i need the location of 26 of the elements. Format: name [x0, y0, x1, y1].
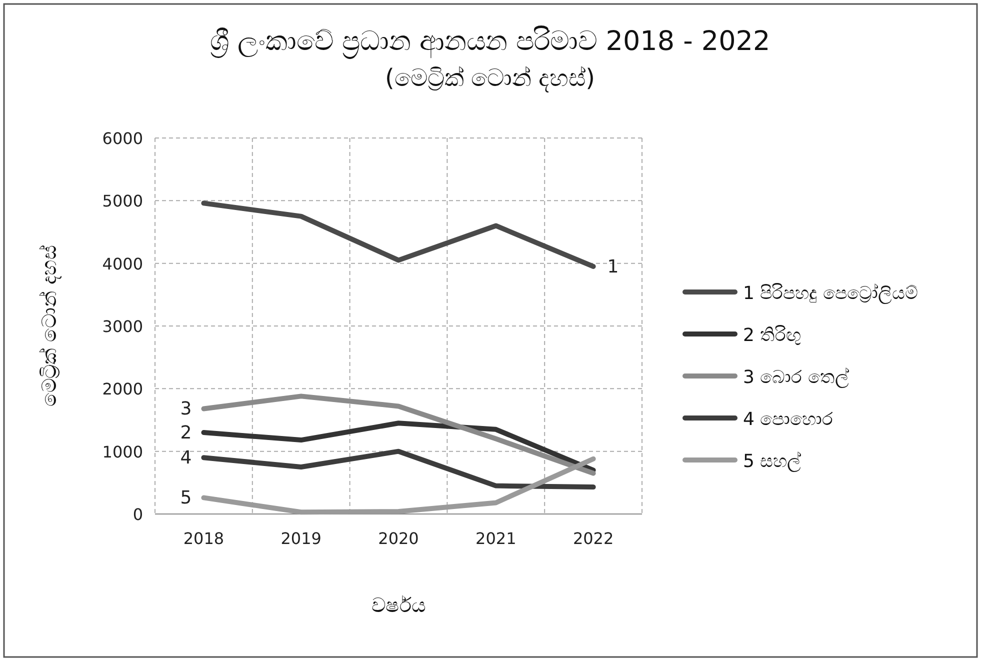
x-tick-label: 2022 [572, 529, 614, 548]
annotation: 2 [180, 422, 192, 444]
annotation: 5 [180, 488, 192, 509]
y-tick-label: 2000 [102, 380, 143, 399]
x-tick-label: 2018 [183, 529, 224, 548]
x-tick-label: 2020 [378, 529, 419, 548]
y-tick-label: 6000 [102, 129, 143, 148]
annotation: 3 [180, 398, 192, 420]
x-tick-label: 2021 [476, 529, 516, 548]
legend-label: 1 පිරිපහදු පෙට්‍රෝලියම් [743, 283, 918, 304]
legend-label: 5 සහල් [743, 451, 802, 472]
annotation: 1 [607, 256, 619, 278]
chart-subtitle: (මෙට්‍රික් ටොන් දහස්) [385, 64, 595, 93]
x-tick-label: 2019 [280, 529, 322, 548]
y-tick-label: 4000 [102, 254, 143, 274]
legend-label: 2 තිරිඟු [743, 325, 802, 346]
legend-label: 3 බොර තෙල් [743, 367, 849, 388]
y-tick-label: 3000 [102, 317, 143, 336]
y-tick-label: 5000 [102, 192, 143, 211]
y-tick-label: 0 [132, 505, 143, 524]
y-tick-label: 1000 [102, 442, 143, 462]
chart-title: ශ්‍රී ලංකාවේ ප්‍රධාන ආනයන පරිමාව 2018 - 2022 [210, 26, 770, 59]
x-axis-title: වර්ෂය [372, 593, 426, 617]
annotation: 4 [180, 448, 192, 469]
y-axis-title: මෙට්‍රික් ටොන් දහස් [37, 246, 61, 406]
legend-label: 4 පොහොර [743, 409, 834, 430]
